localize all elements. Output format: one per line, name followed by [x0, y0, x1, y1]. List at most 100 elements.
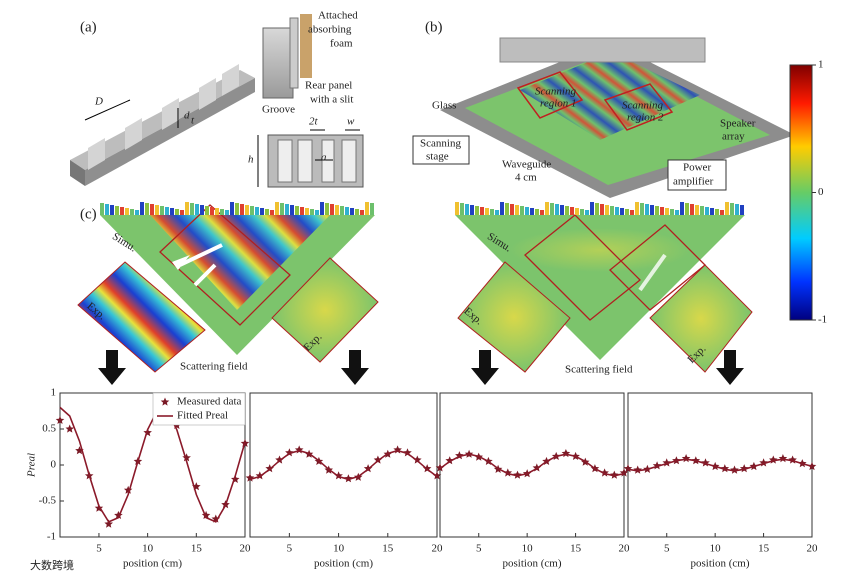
speaker-bar: [695, 205, 699, 215]
speaker-bar: [280, 203, 284, 215]
speaker-bar: [560, 205, 564, 215]
speaker-bar: [140, 202, 144, 215]
y-tick-label: -0.5: [39, 495, 57, 507]
x-tick-label: 20: [807, 543, 819, 555]
speaker-bar: [470, 205, 474, 215]
plot-frame: [439, 392, 625, 538]
speaker-bar: [185, 202, 189, 215]
measured-point: [610, 470, 619, 479]
measured-point: [730, 465, 739, 474]
speaker-bar: [575, 208, 579, 215]
speaker-bar: [615, 207, 619, 215]
speaker-bar: [290, 205, 294, 215]
measured-point: [701, 458, 710, 467]
speaker-bar: [640, 203, 644, 215]
measured-point: [104, 519, 113, 528]
speaker-bar: [160, 206, 164, 215]
speaker-bar: [535, 209, 539, 215]
speaker-bar: [610, 206, 614, 215]
speaker-bar: [595, 203, 599, 215]
x-axis-label: position (cm): [503, 558, 562, 570]
region-label: region 2: [627, 112, 664, 124]
speaker-bar: [325, 203, 329, 215]
stage-label: stage: [426, 151, 449, 163]
field-label: Scattering field: [180, 361, 248, 373]
speaker-bar: [205, 206, 209, 215]
speaker-bar: [305, 208, 309, 215]
speaker-bar: [110, 205, 114, 215]
speaker-bar: [370, 203, 374, 215]
measured-point: [435, 463, 445, 472]
speaker-bar: [625, 209, 629, 215]
y-tick-label: 0: [51, 459, 57, 471]
speaker-bar: [170, 208, 174, 215]
measured-point: [334, 471, 343, 480]
measured-point: [275, 455, 284, 464]
speaker-bar: [545, 202, 549, 215]
foam-label: absorbing: [308, 24, 352, 36]
speaker-bar: [465, 204, 469, 215]
x-tick-label: 5: [96, 543, 102, 555]
legend-label: Fitted Preal: [177, 410, 228, 422]
speaker-bar: [255, 207, 259, 215]
colorbar-tick-label: -1: [818, 314, 827, 326]
speaker-bar: [180, 210, 184, 215]
measured-point: [192, 482, 201, 491]
measured-point: [503, 468, 513, 477]
x-tick-label: 10: [710, 543, 722, 555]
plot-frame: [249, 392, 438, 538]
speaker-bar: [635, 202, 639, 215]
x-axis-label: position (cm): [691, 558, 750, 570]
amp-label: amplifier: [673, 176, 714, 188]
colorbar: [789, 64, 813, 321]
speaker-bar: [645, 204, 649, 215]
measured-point: [403, 448, 412, 457]
measured-point: [739, 464, 749, 473]
cross-section: [257, 129, 364, 188]
speaker-bar: [460, 203, 464, 215]
foam-label: foam: [330, 38, 353, 50]
groove-model: [70, 64, 255, 186]
speaker-bar: [740, 205, 744, 215]
measured-point: [344, 474, 353, 483]
dim-d-sub: t: [191, 115, 195, 127]
speaker-bar: [590, 202, 594, 215]
fitted-line: [439, 453, 625, 477]
speaker-bar: [705, 207, 709, 215]
panel-label: (a): [80, 19, 97, 35]
callout-box: [667, 159, 727, 191]
speaker-bar: [540, 210, 544, 215]
speaker-bar: [130, 209, 134, 215]
measured-point: [363, 464, 373, 473]
speaker-bar: [490, 209, 494, 215]
speaker-bar: [360, 210, 364, 215]
legend-box: [152, 392, 246, 426]
speaker-bar: [250, 206, 254, 215]
x-tick-label: 20: [619, 543, 631, 555]
speaker-bar: [565, 206, 569, 215]
speaker-bar: [210, 207, 214, 215]
x-tick-label: 5: [664, 543, 670, 555]
dim-a: a: [321, 152, 327, 164]
measured-point: [623, 464, 633, 473]
speaker-bar: [525, 207, 529, 215]
speaker-bar: [570, 207, 574, 215]
speaker-bar: [315, 210, 319, 215]
measured-point: [182, 453, 191, 462]
x-tick-label: 10: [142, 543, 154, 555]
speaker-bar: [670, 209, 674, 215]
foam-label: Attached: [318, 10, 358, 22]
speaker-bar: [355, 209, 359, 215]
speaker-bar: [725, 202, 729, 215]
speaker-bar: [730, 203, 734, 215]
speaker-bar: [685, 203, 689, 215]
panel-label: (b): [425, 19, 443, 35]
measured-point: [633, 465, 642, 474]
speaker-bars: [100, 202, 744, 215]
speaker-bar: [175, 209, 179, 215]
measured-point: [681, 454, 691, 463]
region-label: Scanning: [535, 86, 576, 98]
speaker-bar: [675, 210, 679, 215]
speaker-bar: [515, 205, 519, 215]
